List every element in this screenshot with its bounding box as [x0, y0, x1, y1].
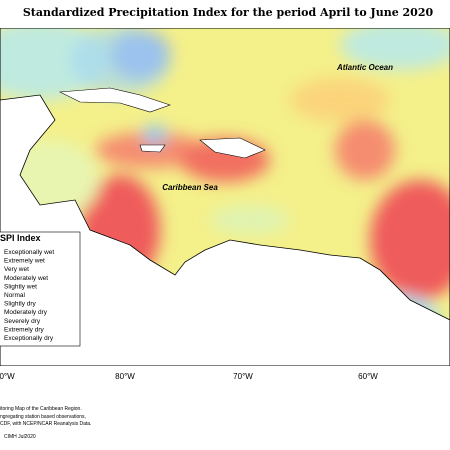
footer-note: CDF, with NCEP/NCAR Reanalysis Data.: [0, 421, 91, 427]
legend-item: Extremely wet: [4, 258, 45, 265]
legend-title: SPI Index: [0, 233, 41, 243]
lon-label: 60°W: [358, 372, 378, 381]
ocean-label: Atlantic Ocean: [336, 63, 393, 72]
title: Standardized Precipitation Index for the…: [23, 6, 434, 19]
legend-item: Exceptionally wet: [4, 249, 54, 256]
legend-item: Moderately wet: [4, 275, 48, 282]
legend-item: Moderately dry: [4, 309, 48, 316]
lon-label: 80°W: [115, 372, 135, 381]
legend-item: Extremely dry: [4, 326, 44, 333]
sea-label: Caribbean Sea: [162, 183, 218, 192]
legend-item: Very wet: [4, 266, 29, 273]
lon-label: 90°W: [0, 372, 15, 381]
legend-item: Normal: [4, 292, 26, 299]
legend-item: Exceptionally dry: [4, 335, 54, 342]
lon-label: 70°W: [233, 372, 253, 381]
legend-item: Severely dry: [4, 318, 41, 325]
legend: [0, 231, 81, 347]
footer-note: ngregating station based observations,: [0, 414, 86, 420]
map: Atlantic Ocean Caribbean Sea SPI Index E…: [0, 28, 450, 366]
footer-note: itoring Map of the Caribbean Region.: [0, 406, 82, 412]
footer-note: CIMH Jul2020: [4, 434, 36, 440]
legend-item: Slightly wet: [4, 283, 37, 290]
legend-item: Slightly dry: [4, 301, 37, 308]
